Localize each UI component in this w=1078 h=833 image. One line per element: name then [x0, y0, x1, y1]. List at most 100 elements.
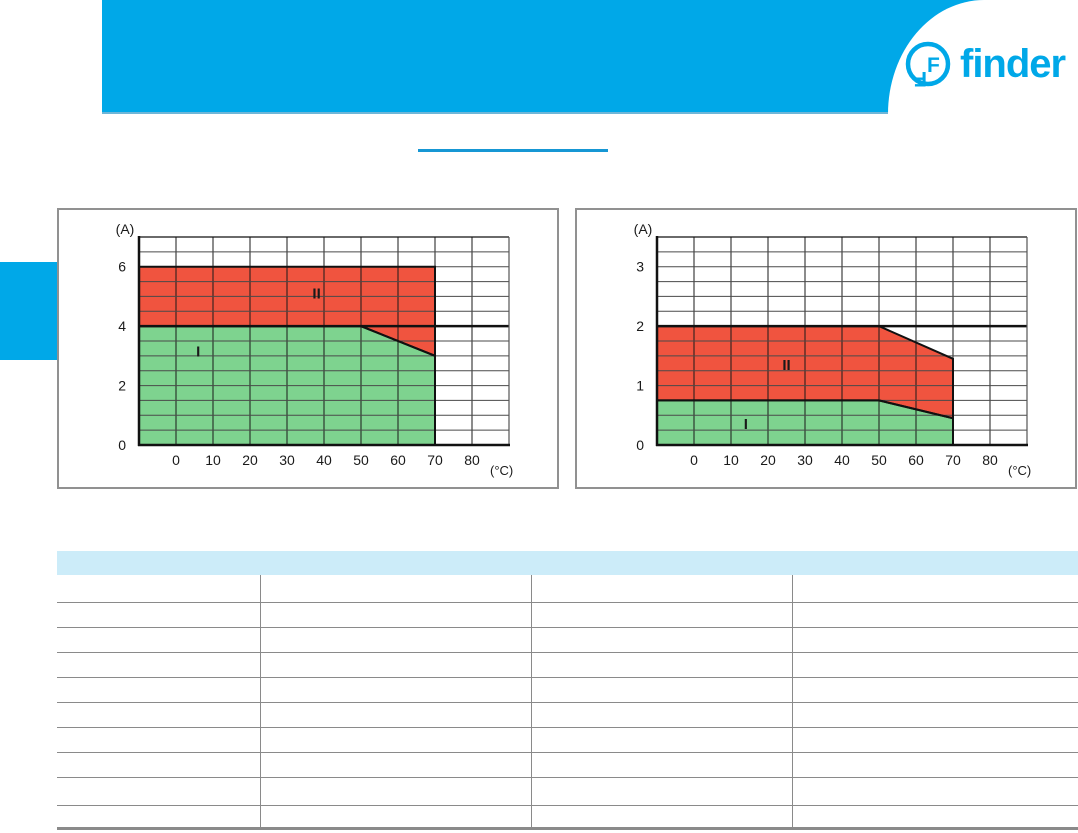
svg-text:80: 80 [982, 452, 998, 468]
table-cell [261, 806, 532, 827]
svg-text:3: 3 [636, 259, 644, 275]
svg-text:0: 0 [690, 452, 698, 468]
svg-text:F: F [914, 67, 927, 88]
table-cell [793, 753, 1078, 777]
table-cell [532, 678, 793, 702]
table-row [57, 653, 1078, 678]
table-row [57, 575, 1078, 603]
table-cell [793, 575, 1078, 602]
svg-text:80: 80 [464, 452, 480, 468]
table-cell [793, 703, 1078, 727]
svg-text:2: 2 [118, 378, 126, 394]
table-cell [532, 653, 793, 677]
spec-table [57, 575, 1078, 833]
table-cell [261, 653, 532, 677]
table-cell [532, 778, 793, 805]
table-cell [793, 778, 1078, 805]
header-band: F F finder [102, 0, 1078, 114]
table-cell [793, 603, 1078, 627]
table-cell [793, 806, 1078, 827]
svg-text:0: 0 [118, 437, 126, 453]
table-cell [793, 678, 1078, 702]
table-cell [261, 778, 532, 805]
svg-text:20: 20 [760, 452, 776, 468]
finder-logo-icon: F F [905, 41, 951, 88]
table-cell [532, 628, 793, 652]
svg-text:30: 30 [797, 452, 813, 468]
table-row [57, 678, 1078, 703]
brand-logo-text: finder [960, 42, 1066, 86]
derating-chart-1: 0 2 4 6 0 10 20 30 40 50 60 70 80 (A) (°C) I II [57, 208, 559, 489]
svg-text:1: 1 [636, 378, 644, 394]
table-cell [532, 806, 793, 827]
table-row [57, 753, 1078, 778]
table-cell [532, 575, 793, 602]
logo-blob: F F finder [888, 0, 1078, 114]
table-cell [57, 753, 261, 777]
title-underline [418, 149, 608, 152]
svg-text:I: I [196, 343, 200, 360]
svg-text:0: 0 [172, 452, 180, 468]
svg-text:2: 2 [636, 318, 644, 334]
svg-text:40: 40 [834, 452, 850, 468]
table-cell [532, 603, 793, 627]
table-row [57, 778, 1078, 806]
table-cell [261, 703, 532, 727]
brand-logo: F F finder [904, 40, 1066, 88]
svg-text:10: 10 [205, 452, 221, 468]
table-cell [57, 703, 261, 727]
section-side-tab [0, 262, 57, 360]
table-cell [57, 778, 261, 805]
svg-text:50: 50 [353, 452, 369, 468]
table-cell [261, 678, 532, 702]
table-cell [532, 728, 793, 752]
svg-text:4: 4 [118, 318, 126, 334]
svg-text:II: II [782, 357, 790, 374]
derating-chart-2: 0 1 2 3 0 10 20 30 40 50 60 70 80 (A) (°C) I II [575, 208, 1077, 489]
table-cell [532, 753, 793, 777]
table-row [57, 728, 1078, 753]
table-cell [261, 575, 532, 602]
svg-text:60: 60 [390, 452, 406, 468]
table-cell [57, 575, 261, 602]
table-cell [57, 806, 261, 827]
svg-text:60: 60 [908, 452, 924, 468]
svg-text:50: 50 [871, 452, 887, 468]
svg-text:(°C): (°C) [490, 463, 513, 478]
table-cell [793, 653, 1078, 677]
svg-text:70: 70 [427, 452, 443, 468]
table-cell [261, 628, 532, 652]
table-cell [57, 603, 261, 627]
table-cell [57, 628, 261, 652]
svg-text:F: F [927, 54, 940, 77]
svg-text:30: 30 [279, 452, 295, 468]
svg-text:I: I [744, 416, 748, 433]
table-cell [57, 678, 261, 702]
svg-text:(°C): (°C) [1008, 463, 1031, 478]
svg-text:II: II [312, 285, 320, 302]
svg-text:20: 20 [242, 452, 258, 468]
svg-text:40: 40 [316, 452, 332, 468]
table-cell [57, 728, 261, 752]
table-cell [261, 728, 532, 752]
svg-text:6: 6 [118, 259, 126, 275]
svg-text:70: 70 [945, 452, 961, 468]
svg-text:0: 0 [636, 437, 644, 453]
table-cell [57, 653, 261, 677]
table-cell [793, 628, 1078, 652]
table-cell [793, 728, 1078, 752]
table-cell [261, 753, 532, 777]
table-row [57, 806, 1078, 830]
svg-text:10: 10 [723, 452, 739, 468]
table-cell [532, 703, 793, 727]
table-cell [261, 603, 532, 627]
table-header-band [57, 551, 1078, 575]
table-row [57, 703, 1078, 728]
table-row [57, 603, 1078, 628]
svg-text:(A): (A) [634, 221, 653, 237]
table-row [57, 628, 1078, 653]
svg-text:(A): (A) [116, 221, 135, 237]
